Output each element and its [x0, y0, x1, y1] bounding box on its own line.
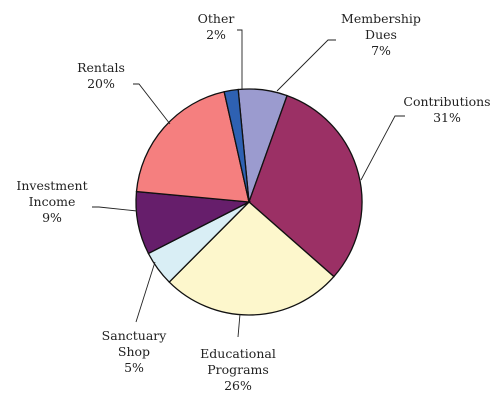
- slice-percent: 2%: [206, 27, 226, 42]
- slice-label-line: Sanctuary: [102, 328, 168, 343]
- slice-labels: Membership Dues 7% Contributions 31% Educatio…: [16, 11, 490, 393]
- pie-slices: [135, 88, 363, 316]
- slice-label-line: Investment: [16, 178, 87, 193]
- slice-label-investment-income: Investment Income 9%: [16, 178, 87, 225]
- slice-label-line: Programs: [207, 362, 269, 377]
- slice-contributions: [248, 94, 363, 278]
- slice-percent: 9%: [42, 210, 62, 225]
- slice-label-line: Membership: [341, 11, 421, 26]
- leader-line-educational-programs: [237, 313, 241, 338]
- slice-percent: 26%: [224, 378, 252, 393]
- slice-other: [223, 88, 250, 203]
- slice-label-line: Other: [198, 11, 235, 26]
- slice-percent: 31%: [433, 110, 461, 125]
- slice-educational-programs: [168, 201, 335, 316]
- slice-label-line: Income: [29, 194, 76, 209]
- slice-label-membership-dues: Membership Dues 7%: [341, 11, 421, 58]
- slice-percent: 7%: [371, 43, 391, 58]
- leader-line-sanctuary-shop: [135, 261, 156, 323]
- slice-label-other: Other 2%: [198, 11, 235, 42]
- leader-line-rentals: [133, 83, 171, 125]
- slice-percent: 5%: [124, 360, 144, 375]
- slice-label-line: Shop: [118, 344, 150, 359]
- leader-line-membership-dues: [276, 39, 336, 92]
- leader-line-contributions: [360, 115, 405, 181]
- slice-label-rentals: Rentals 20%: [77, 60, 125, 91]
- slice-label-educational-programs: Educational Programs 26%: [200, 346, 276, 393]
- slice-label-contributions: Contributions 31%: [403, 94, 490, 125]
- leader-line-other: [237, 29, 243, 89]
- slice-label-line: Educational: [200, 346, 276, 361]
- slice-percent: 20%: [87, 76, 115, 91]
- slice-rentals: [135, 90, 250, 203]
- slice-label-line: Rentals: [77, 60, 125, 75]
- leader-line-investment-income: [92, 206, 138, 212]
- leader-lines: [92, 29, 405, 338]
- slice-label-line: Dues: [365, 27, 397, 42]
- slice-label-sanctuary-shop: Sanctuary Shop 5%: [102, 328, 168, 375]
- slice-label-line: Contributions: [403, 94, 490, 109]
